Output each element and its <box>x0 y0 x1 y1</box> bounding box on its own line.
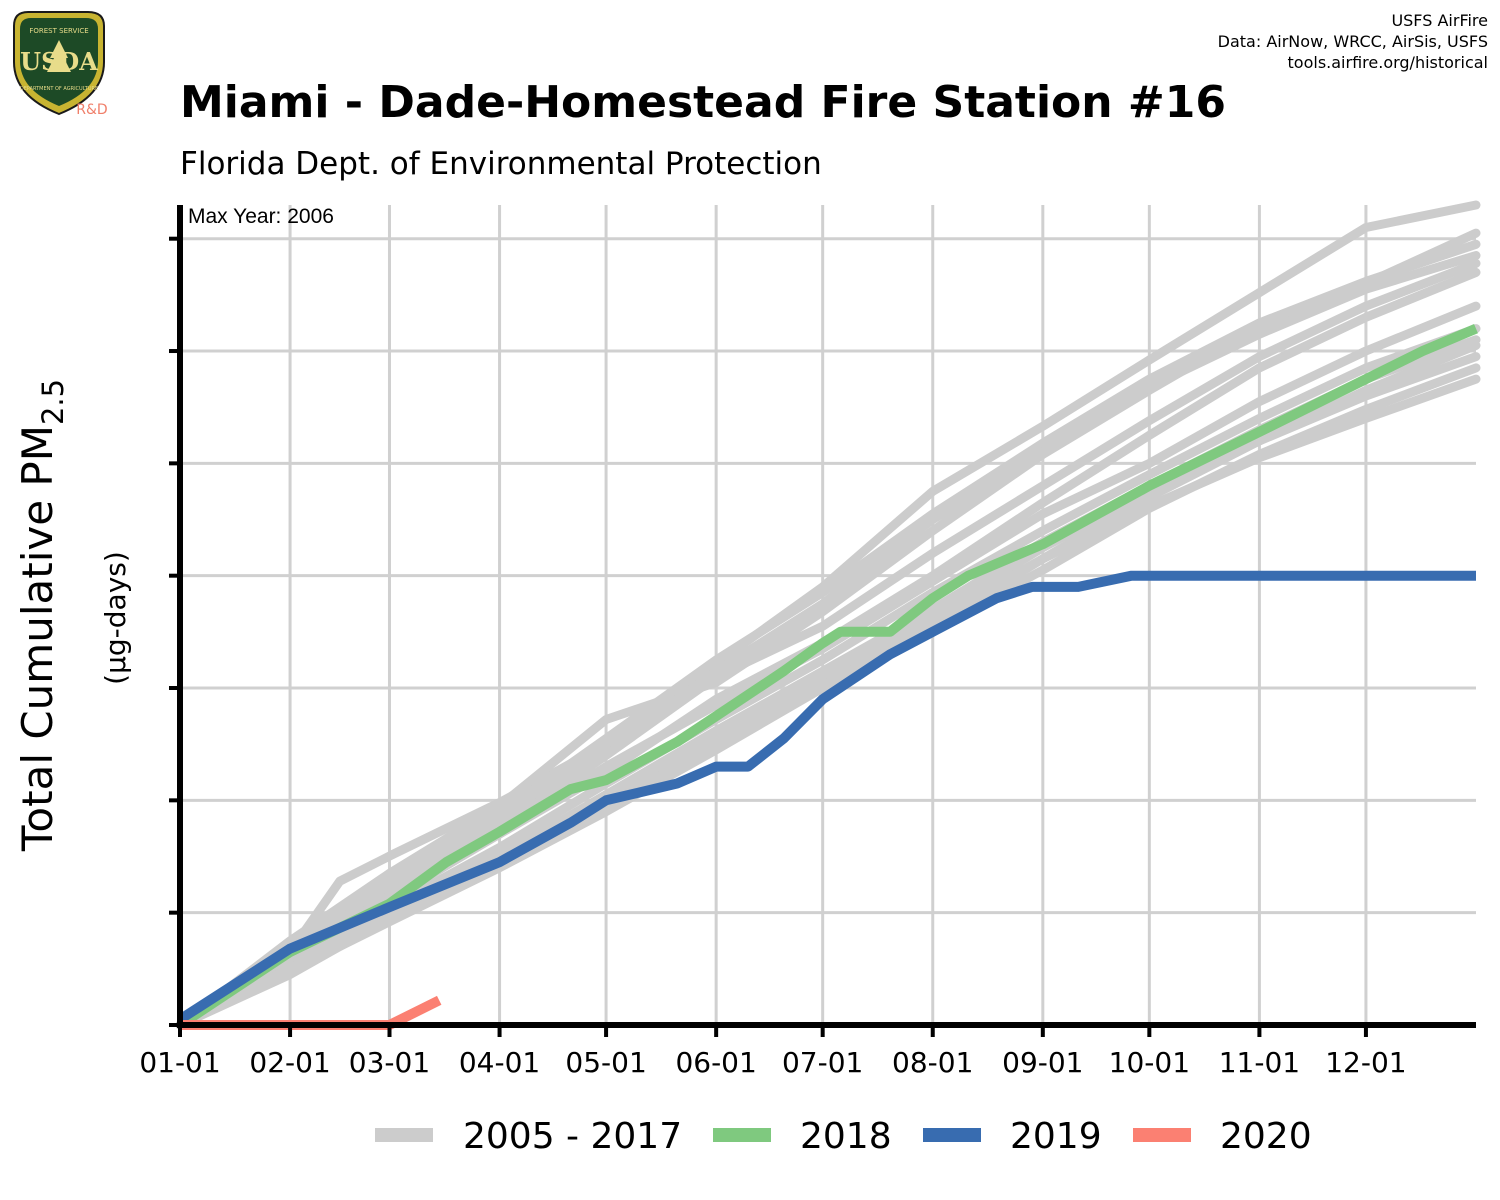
chart-subtitle: Florida Dept. of Environmental Protectio… <box>180 146 822 182</box>
series-line-2018 <box>177 323 1478 1030</box>
x-tick-label-4: 05-01 <box>565 1046 646 1079</box>
logo-bottom-text: DEPARTMENT OF AGRICULTURE <box>20 86 98 92</box>
x-tick-label-9: 10-01 <box>1109 1046 1190 1079</box>
logo-top-text: FOREST SERVICE <box>29 27 88 35</box>
x-tick-label-8: 09-01 <box>1002 1046 1083 1079</box>
x-tick-label-1: 02-01 <box>249 1046 330 1079</box>
y-axis-label-main: Total Cumulative PM <box>13 425 62 852</box>
history-series-line-2 <box>175 239 1481 1030</box>
x-tick-label-0: 01-01 <box>139 1046 220 1079</box>
x-tick-label-6: 07-01 <box>782 1046 863 1079</box>
y-axis-label: Total Cumulative PM2.5 <box>13 379 70 852</box>
legend-label-1: 2018 <box>800 1116 892 1157</box>
max-year-annotation: Max Year: 2006 <box>188 205 334 228</box>
x-tick-label-2: 03-01 <box>349 1046 430 1079</box>
legend-label-0: 2005 - 2017 <box>463 1116 682 1157</box>
history-series-line-4 <box>175 258 1481 1030</box>
history-series-line-12 <box>175 363 1481 1030</box>
x-tick-label-11: 12-01 <box>1325 1046 1406 1079</box>
x-tick-label-10: 11-01 <box>1219 1046 1300 1079</box>
series-line-2019 <box>177 570 1476 1024</box>
y-axis-label-sub: 2.5 <box>36 379 70 425</box>
legend-label-2: 2019 <box>1010 1116 1102 1157</box>
credit-line-1: USFS AirFire <box>1391 11 1488 30</box>
y-axis-units: (µg-days) <box>99 551 132 685</box>
credit-line-3: tools.airfire.org/historical <box>1288 53 1488 72</box>
chart-title: Miami - Dade-Homestead Fire Station #16 <box>180 77 1226 128</box>
x-tick-labels: 01-01 02-01 03-01 04-01 05-01 06-01 07-01 08-01… <box>139 1046 1406 1079</box>
logo-tag: R&D <box>76 102 107 118</box>
history-series-line-3 <box>175 251 1481 1030</box>
legend: 2005 - 2017 2018 2019 2020 <box>375 1116 1312 1157</box>
x-tick-label-5: 06-01 <box>675 1046 756 1079</box>
plot-axes <box>169 205 1476 1037</box>
credit-line-2: Data: AirNow, WRCC, AirSis, USFS <box>1218 32 1488 51</box>
x-tick-label-7: 08-01 <box>892 1046 973 1079</box>
usfs-shield-logo: FOREST SERVICE USDA DEPARTMENT OF AGRICU… <box>13 11 108 118</box>
x-tick-label-3: 04-01 <box>459 1046 540 1079</box>
legend-label-3: 2020 <box>1220 1116 1312 1157</box>
tree-icon <box>47 40 71 72</box>
history-series-group <box>175 200 1481 1030</box>
